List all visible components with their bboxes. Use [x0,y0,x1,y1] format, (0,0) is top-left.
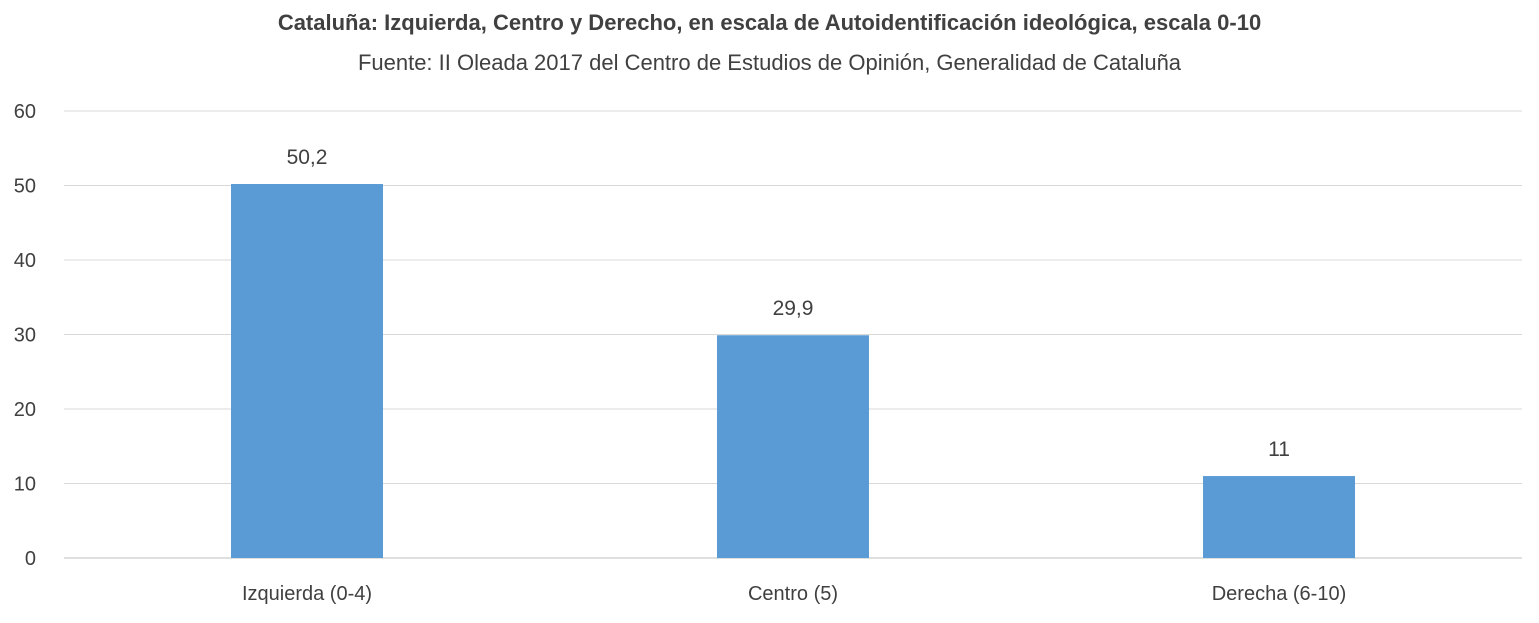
y-tick-label: 60 [14,101,36,123]
x-axis-categories: Izquierda (0-4) Centro (5) Derecha (6-10) [242,583,1346,605]
data-labels: 50,2 29,9 11 [287,146,1290,461]
data-label: 50,2 [287,146,328,169]
data-label: 29,9 [773,297,814,320]
data-label: 11 [1268,438,1290,461]
category-label: Centro (5) [748,583,838,605]
chart-title: Cataluña: Izquierda, Centro y Derecho, e… [277,10,1262,35]
y-tick-label: 40 [14,250,36,272]
category-label: Izquierda (0-4) [242,583,372,605]
y-tick-label: 50 [14,176,36,198]
y-tick-label: 20 [14,399,36,421]
bars [231,184,1355,558]
y-tick-label: 30 [14,325,36,347]
bar [231,184,383,558]
bar [717,335,869,558]
chart-subtitle: Fuente: II Oleada 2017 del Centro de Est… [357,50,1182,75]
category-label: Derecha (6-10) [1212,583,1347,605]
y-tick-label: 0 [25,548,36,570]
y-tick-label: 10 [14,474,36,496]
y-axis-ticks: 0 10 20 30 40 50 60 [14,101,36,570]
bar [1203,476,1355,558]
